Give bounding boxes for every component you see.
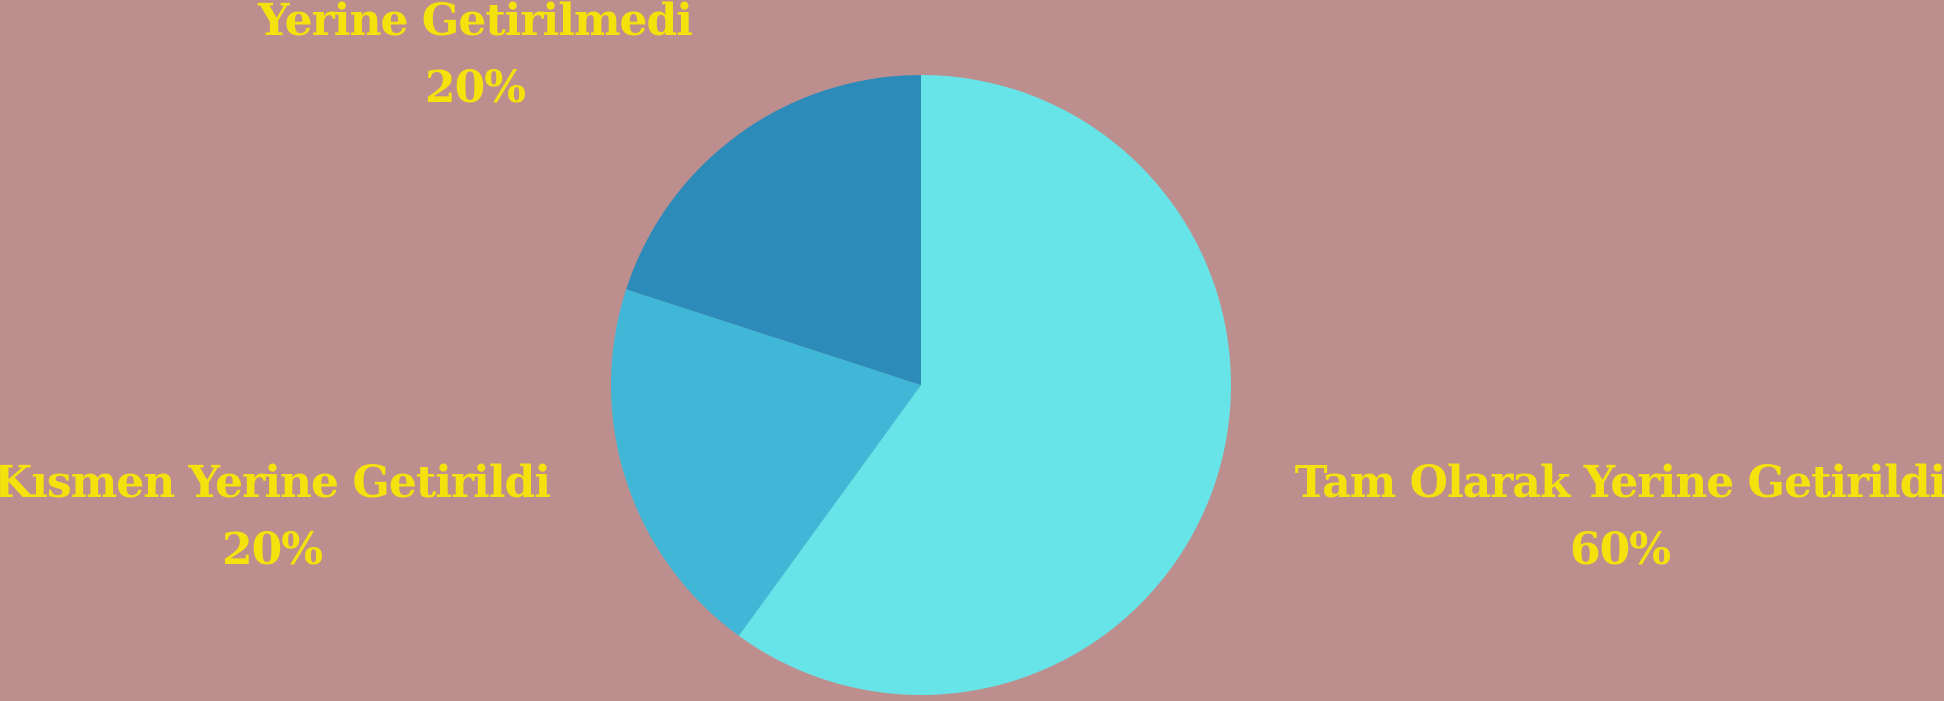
slice-value-1: 60% <box>1570 524 1670 575</box>
pie-slice-1 <box>738 75 1231 696</box>
slice-label-yerine-getirilmedi: Yerine Getirilmedi <box>257 0 692 46</box>
pie-labels: Tam Olarak Yerine Getirildi 60% Kısmen Yer… <box>0 0 1944 575</box>
pie-slice-3 <box>626 75 921 385</box>
slice-label-tam-olarak: Tam Olarak Yerine Getirildi <box>1295 457 1944 508</box>
slice-value-3: 20% <box>425 62 525 113</box>
slice-label-kismen: Kısmen Yerine Getirildi <box>0 457 550 508</box>
pie-slice-2 <box>610 289 921 636</box>
pie-slices <box>610 75 1231 696</box>
slice-value-2: 20% <box>222 524 322 575</box>
